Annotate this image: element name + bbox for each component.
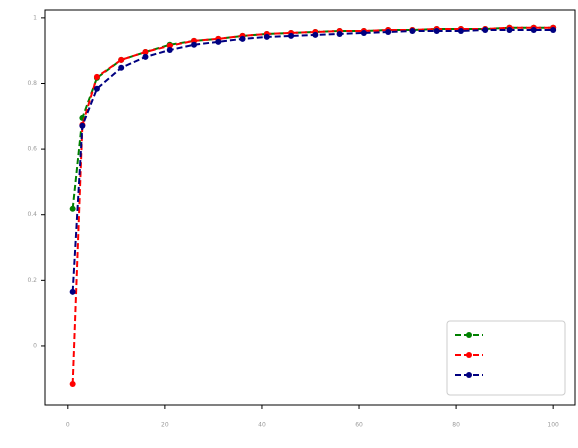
point: [263, 33, 270, 40]
point: [166, 47, 173, 54]
x-tick-label: 60: [355, 422, 363, 429]
point: [79, 122, 86, 129]
point: [215, 38, 222, 45]
y-tick-label: 0.2: [27, 277, 37, 284]
point: [360, 29, 367, 36]
point: [433, 27, 440, 34]
point: [142, 48, 149, 55]
point: [312, 31, 319, 38]
y-tick-label: 0.8: [27, 80, 37, 87]
series-line: [71, 26, 554, 385]
x-tick-label: 80: [452, 422, 460, 429]
point: [166, 42, 173, 49]
y-tick-label: 0: [33, 342, 37, 349]
point: [288, 32, 295, 39]
legend-marker: [466, 352, 472, 358]
point: [69, 288, 76, 295]
point: [191, 41, 198, 48]
point: [69, 381, 76, 388]
y-tick-label: 0.4: [27, 211, 37, 218]
point: [482, 27, 489, 34]
x-tick-label: 20: [161, 422, 169, 429]
point: [506, 27, 513, 34]
point: [457, 27, 464, 34]
point: [409, 27, 416, 34]
legend-box: [446, 320, 566, 396]
y-tick-label: 1: [33, 14, 37, 21]
point: [239, 35, 246, 42]
point: [118, 56, 125, 63]
point: [93, 85, 100, 92]
legend-marker: [466, 332, 472, 338]
point: [142, 53, 149, 60]
point: [550, 27, 557, 34]
point: [530, 27, 537, 34]
series-line: [71, 29, 554, 292]
point: [118, 64, 125, 71]
axes-frame: [44, 9, 576, 406]
point: [69, 205, 76, 212]
legend-marker: [466, 372, 472, 378]
x-tick-label: 0: [66, 422, 70, 429]
x-tick-label: 100: [547, 422, 559, 429]
y-tick-label: 0.6: [27, 146, 37, 153]
x-tick-label: 40: [258, 422, 266, 429]
point: [336, 30, 343, 37]
point: [385, 28, 392, 35]
point: [93, 73, 100, 80]
